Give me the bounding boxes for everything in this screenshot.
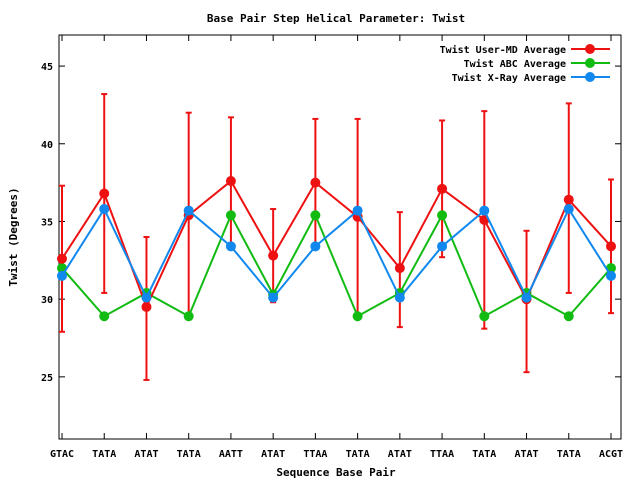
data-point bbox=[479, 205, 490, 216]
y-axis: 25 30 35 40 45 bbox=[41, 62, 621, 384]
x-tick-label: TATA bbox=[177, 449, 201, 460]
x-tick-label: TTAA bbox=[303, 449, 327, 460]
data-point bbox=[99, 188, 110, 199]
data-point bbox=[394, 292, 405, 303]
legend-marker bbox=[585, 44, 595, 54]
data-point bbox=[310, 210, 321, 221]
x-tick-label: TATA bbox=[92, 449, 116, 460]
legend-label: Twist User-MD Average bbox=[440, 44, 566, 56]
data-point bbox=[563, 311, 574, 322]
chart-title: Base Pair Step Helical Parameter: Twist bbox=[207, 12, 465, 25]
data-point bbox=[437, 210, 448, 221]
y-tick-label: 45 bbox=[41, 62, 53, 73]
data-point bbox=[183, 311, 194, 322]
legend-label: Twist ABC Average bbox=[464, 58, 566, 70]
x-tick-label: TATA bbox=[472, 449, 496, 460]
x-tick-label: TATA bbox=[346, 449, 370, 460]
data-point bbox=[479, 311, 490, 322]
data-point bbox=[437, 241, 448, 252]
x-tick-label: ATAT bbox=[388, 449, 412, 460]
data-point bbox=[310, 177, 321, 188]
data-point bbox=[99, 311, 110, 322]
x-axis-label: Sequence Base Pair bbox=[276, 466, 396, 479]
data-point bbox=[606, 241, 616, 252]
plot-frame bbox=[58, 34, 622, 440]
data-point bbox=[521, 292, 532, 303]
x-axis: GTAC TATA ATAT TATA AATT ATAT TTAA TATA ATAT TTAA… bbox=[50, 35, 623, 460]
data-point bbox=[268, 292, 279, 303]
data-point bbox=[563, 204, 574, 215]
data-point bbox=[352, 311, 363, 322]
data-point bbox=[57, 253, 67, 264]
x-tick-label: ATAT bbox=[261, 449, 285, 460]
series-line bbox=[61, 212, 612, 318]
y-axis-label: Twist (Degrees) bbox=[7, 187, 20, 286]
data-point bbox=[563, 194, 574, 205]
y-tick-label: 40 bbox=[41, 140, 53, 151]
x-tick-label: TATA bbox=[557, 449, 581, 460]
data-point bbox=[141, 292, 152, 303]
data-point bbox=[183, 205, 194, 216]
data-point bbox=[225, 210, 236, 221]
data-point bbox=[606, 270, 616, 281]
y-tick-label: 25 bbox=[41, 373, 53, 384]
data-point bbox=[225, 241, 236, 252]
data-point bbox=[394, 263, 405, 274]
x-tick-label: ATAT bbox=[514, 449, 538, 460]
data-point bbox=[99, 204, 110, 215]
data-point bbox=[437, 183, 448, 194]
legend-marker bbox=[585, 58, 595, 68]
data-point bbox=[57, 270, 67, 281]
data-point bbox=[310, 241, 321, 252]
x-tick-label: AATT bbox=[219, 449, 243, 460]
legend-marker bbox=[585, 72, 595, 82]
y-tick-label: 30 bbox=[41, 295, 53, 306]
legend: Twist User-MD Average Twist ABC Average Tw… bbox=[440, 44, 610, 84]
data-point bbox=[225, 176, 236, 187]
data-point bbox=[352, 205, 363, 216]
legend-label: Twist X-Ray Average bbox=[452, 72, 566, 84]
series-line bbox=[61, 206, 612, 300]
y-tick-label: 35 bbox=[41, 217, 53, 228]
x-tick-label: ACGT bbox=[599, 449, 623, 460]
error-bars bbox=[59, 93, 614, 381]
x-tick-label: TTAA bbox=[430, 449, 454, 460]
series-line bbox=[61, 179, 612, 310]
data-point bbox=[141, 301, 152, 312]
x-tick-label: GTAC bbox=[50, 449, 74, 460]
series-lines bbox=[57, 176, 616, 322]
data-point bbox=[268, 250, 279, 261]
x-tick-label: ATAT bbox=[134, 449, 158, 460]
